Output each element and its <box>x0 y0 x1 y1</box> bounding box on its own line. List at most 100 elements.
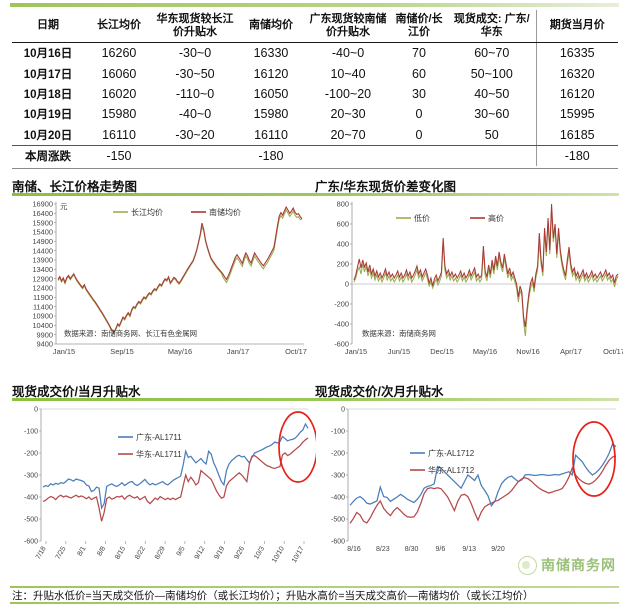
cell-nc-cj: 70 <box>412 46 426 61</box>
cell-spot-deal: 30~60 <box>474 107 510 122</box>
cell-spot-deal: 40~50 <box>474 86 510 101</box>
svg-text:8/30: 8/30 <box>405 546 419 553</box>
chart4-title: 现货成交价/次月升贴水 <box>315 385 444 399</box>
svg-text:12900: 12900 <box>32 274 53 283</box>
cell-spot-deal: 60~70 <box>474 46 510 61</box>
cell-futures: 16320 <box>535 63 618 84</box>
cell-nc-cj: 0 <box>390 124 448 146</box>
svg-text:May/16: May/16 <box>473 347 497 356</box>
cell-futures: 15995 <box>535 104 618 125</box>
svg-text:8/1: 8/1 <box>77 545 88 557</box>
table-totals-row: 本周涨跌 -150 -180 -180 <box>12 144 618 167</box>
svg-text:0: 0 <box>341 407 345 414</box>
table-body: 10月16日 16260 -30~0 16330 -40~0 70 60~70 … <box>12 42 618 167</box>
chart-spot-premium-next: -600 -500 -400 -300 -200 -100 0 广东-AL1712 华东-AL… <box>318 401 624 585</box>
svg-text:16400: 16400 <box>32 209 53 218</box>
chart2-title: 广东/华东现货价差变化图 <box>315 180 456 194</box>
svg-text:10/3: 10/3 <box>253 545 266 560</box>
svg-text:-600: -600 <box>334 340 349 349</box>
svg-text:14400: 14400 <box>32 246 53 255</box>
svg-text:8/15: 8/15 <box>114 545 127 560</box>
svg-text:10/10: 10/10 <box>271 545 286 564</box>
chart2-source: 数据来源：南储商务网 <box>362 329 436 338</box>
table-row: 10月16日 16260 -30~0 16330 -40~0 70 60~70 … <box>12 42 618 64</box>
svg-text:10400: 10400 <box>32 321 53 330</box>
table-row: 10月19日 15980 -40~0 15980 20~30 0 30~60 1… <box>12 104 618 125</box>
col-nanchu-changjiang: 南储价/长江价 <box>390 10 448 43</box>
legend-label: 华东-AL1712 <box>428 465 475 475</box>
col-guangdong-premium: 广东现货较南储价升贴水 <box>306 10 390 43</box>
svg-text:9/19: 9/19 <box>213 545 226 560</box>
svg-text:-400: -400 <box>24 495 38 502</box>
svg-text:Sep/15: Sep/15 <box>110 347 133 356</box>
chart4-highlight-ellipse <box>572 421 616 497</box>
svg-text:-500: -500 <box>331 517 345 524</box>
table-row: 10月17日 16060 -30~50 16120 10~40 60 50~10… <box>12 63 618 84</box>
svg-text:Oct/17: Oct/17 <box>603 347 623 356</box>
svg-text:11900: 11900 <box>33 293 53 302</box>
cell-nc-cj: 30 <box>412 86 426 101</box>
cell-spot-deal: 50 <box>448 124 536 146</box>
cell-guangdong-premium: -40~0 <box>331 46 365 61</box>
svg-text:13400: 13400 <box>32 265 53 274</box>
section2-divider <box>12 398 619 401</box>
cell-futures: 16335 <box>535 42 618 64</box>
cell-guangdong-premium: 20~30 <box>330 107 366 122</box>
cell-totals-huadong-premium <box>154 144 236 167</box>
svg-text:-200: -200 <box>24 451 38 458</box>
svg-text:-200: -200 <box>331 451 345 458</box>
cell-futures: 16185 <box>535 124 618 146</box>
svg-text:Oct/17: Oct/17 <box>285 347 307 356</box>
svg-text:-100: -100 <box>24 429 38 436</box>
svg-text:9/12: 9/12 <box>194 545 207 560</box>
cell-nc-cj: 60 <box>412 66 426 81</box>
chart-spot-premium-current-svg: -600 -500 -400 -300 -200 -100 0 广东-AL1711 华东-AL… <box>24 407 316 564</box>
svg-text:-300: -300 <box>24 473 38 480</box>
col-huadong-premium: 华东现货较长江价升贴水 <box>154 10 236 43</box>
svg-text:Jan/15: Jan/15 <box>53 347 75 356</box>
svg-text:May/16: May/16 <box>168 347 192 356</box>
cell-totals-spot-deal <box>448 144 536 167</box>
svg-text:Dec/15: Dec/15 <box>430 347 453 356</box>
col-futures-current-month: 期货当月价 <box>535 10 618 43</box>
cell-spot-deal: 50~100 <box>470 66 513 81</box>
chart-price-trend: 9400 9900 10400 10900 11400 11900 12400 12900 13… <box>8 196 308 376</box>
cell-huadong-premium: -30~50 <box>175 66 215 81</box>
legend-label: 南储均价 <box>209 207 241 217</box>
svg-text:11400: 11400 <box>33 302 53 311</box>
cell-guangdong-premium: -100~20 <box>324 86 372 101</box>
svg-text:8/29: 8/29 <box>154 545 167 560</box>
chart-price-trend-svg: 9400990010400109001140011900124001290013… <box>32 200 307 356</box>
cell-date: 10月20日 <box>12 124 84 146</box>
chart1-unit-label: 元 <box>60 202 68 211</box>
svg-text:-200: -200 <box>334 300 349 309</box>
svg-text:0: 0 <box>34 407 38 414</box>
chart-spot-premium-next-svg: -600 -500 -400 -300 -200 -100 0 广东-AL1712 华东-AL… <box>331 407 617 553</box>
svg-text:13900: 13900 <box>32 256 53 265</box>
chart-spot-premium-current: -600 -500 -400 -300 -200 -100 0 广东-AL1711 华东-AL… <box>8 401 316 585</box>
svg-text:10900: 10900 <box>32 312 53 321</box>
cell-guangdong-premium: 10~40 <box>330 66 366 81</box>
legend-label: 低价 <box>414 213 430 223</box>
chart-spread-change: -600 -400 -200 0 200 400 600 800 低价 高价 Jan/15 Jun… <box>318 196 623 376</box>
svg-text:0: 0 <box>345 280 349 289</box>
svg-text:800: 800 <box>337 200 349 209</box>
cell-date: 10月19日 <box>23 109 73 122</box>
cell-nanchu: 16110 <box>236 124 306 146</box>
svg-text:8/22: 8/22 <box>134 545 147 560</box>
legend-label: 华东-AL1711 <box>136 449 182 459</box>
svg-text:-500: -500 <box>24 517 38 524</box>
table-row: 10月18日 16020 -110~0 16050 -100~20 30 40~… <box>12 83 618 105</box>
svg-text:10/17: 10/17 <box>291 545 306 564</box>
legend-label: 广东-AL1712 <box>428 448 475 458</box>
cell-nanchu: 16120 <box>253 66 289 81</box>
chart1-title: 南储、长江价格走势图 <box>12 180 138 194</box>
svg-text:-600: -600 <box>24 539 38 546</box>
footer-note: 注：升贴水低价=当天成交低价—南储均价（或长江均价）；升贴水高价=当天成交高价—… <box>12 590 534 602</box>
svg-text:12400: 12400 <box>32 284 53 293</box>
svg-text:Nov/16: Nov/16 <box>516 347 539 356</box>
table-bottom-border <box>12 168 618 169</box>
col-date: 日期 <box>12 10 84 43</box>
svg-text:9/26: 9/26 <box>233 545 246 560</box>
